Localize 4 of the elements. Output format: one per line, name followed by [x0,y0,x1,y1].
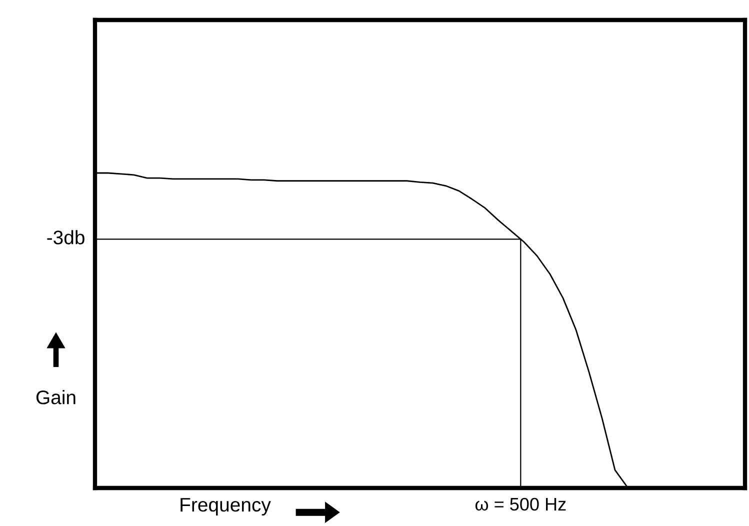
y-axis-title: Gain [36,390,76,404]
x-axis-title: Frequency [180,498,271,516]
ref-line-label: -3db [47,230,84,244]
text: ω = 500 Hz [475,498,566,511]
